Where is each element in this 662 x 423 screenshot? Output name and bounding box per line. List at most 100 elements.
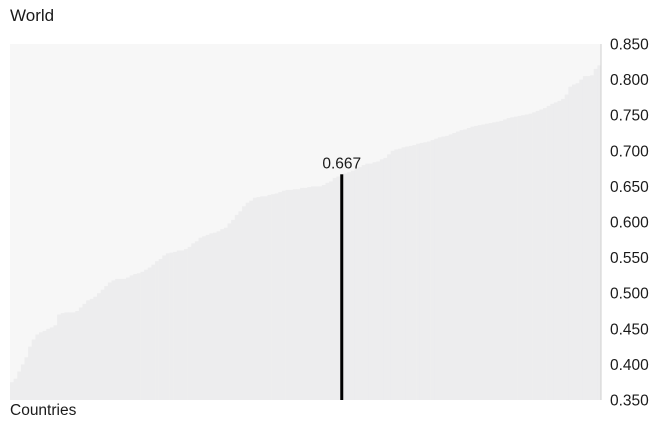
bar-85 [318, 186, 323, 400]
bar-67 [252, 197, 257, 400]
bar-38 [147, 267, 152, 400]
y-tick-label-4: 0.650 [610, 179, 649, 196]
bar-74 [278, 192, 283, 400]
bar-117 [434, 138, 439, 400]
bar-78 [292, 189, 297, 400]
bar-14 [60, 313, 65, 400]
bar-162 [597, 65, 602, 401]
bar-2 [17, 371, 22, 400]
bar-53 [202, 236, 207, 400]
bar-9 [42, 330, 47, 400]
bar-16 [68, 312, 72, 400]
bar-17 [71, 312, 76, 400]
bar-90 [336, 176, 341, 400]
bar-60 [227, 223, 232, 400]
bar-86 [321, 184, 326, 400]
bar-115 [426, 141, 431, 401]
bar-107 [397, 148, 402, 400]
highlight-group: 0.667 [322, 155, 361, 400]
bar-100 [372, 162, 377, 400]
bar-160 [590, 75, 595, 400]
bar-4 [24, 357, 29, 400]
bar-153 [564, 94, 569, 401]
bar-48 [184, 249, 188, 400]
bar-145 [535, 110, 540, 401]
bar-151 [557, 100, 562, 401]
bar-155 [571, 84, 576, 400]
bar-18 [75, 311, 80, 400]
bar-23 [93, 296, 98, 400]
bar-111 [412, 145, 417, 400]
bar-15 [64, 312, 69, 400]
bar-84 [314, 186, 319, 400]
bar-43 [165, 253, 170, 400]
y-tick-label-2: 0.750 [610, 108, 649, 125]
bar-113 [419, 142, 424, 400]
bar-156 [575, 83, 580, 400]
bar-87 [325, 182, 330, 400]
bar-109 [405, 146, 410, 400]
bar-64 [242, 206, 246, 400]
bar-52 [198, 237, 203, 400]
bar-54 [205, 234, 210, 400]
bar-141 [521, 115, 526, 400]
bar-39 [151, 264, 156, 400]
bar-13 [57, 314, 62, 400]
bar-93 [347, 172, 352, 400]
bar-158 [582, 76, 587, 400]
bar-29 [115, 278, 120, 400]
bar-5 [28, 346, 33, 400]
bar-57 [216, 231, 221, 400]
bar-77 [289, 189, 294, 400]
y-tick-label-1: 0.800 [610, 72, 649, 89]
bar-97 [361, 165, 366, 400]
bar-102 [379, 159, 384, 400]
bar-133 [492, 122, 497, 400]
bar-46 [176, 250, 181, 400]
bar-121 [448, 134, 453, 401]
bar-7 [35, 334, 40, 400]
bar-142 [524, 114, 529, 401]
bar-61 [231, 219, 236, 400]
bar-126 [466, 128, 471, 400]
bar-44 [169, 252, 174, 400]
bar-150 [553, 102, 558, 400]
chart-title: World [10, 6, 55, 25]
bar-144 [532, 112, 537, 400]
bar-40 [155, 261, 159, 400]
bar-70 [263, 196, 268, 400]
bar-128 [474, 125, 479, 400]
bar-65 [245, 202, 250, 400]
y-tick-label-5: 0.600 [610, 215, 649, 232]
bar-3 [20, 364, 25, 400]
y-tick-label-10: 0.350 [610, 393, 649, 410]
bar-157 [579, 79, 584, 400]
bar-1 [13, 378, 18, 400]
bar-22 [89, 298, 94, 400]
bar-159 [586, 76, 591, 400]
bar-132 [488, 123, 493, 400]
bar-11 [49, 327, 54, 400]
bar-138 [510, 117, 515, 400]
bar-6 [31, 339, 36, 400]
bar-110 [408, 145, 413, 400]
bar-31 [122, 278, 127, 400]
bar-50 [191, 243, 196, 400]
bar-108 [401, 147, 406, 400]
bar-96 [358, 167, 362, 400]
y-tick-label-8: 0.450 [610, 321, 649, 338]
bar-group [10, 65, 602, 401]
bar-37 [144, 269, 149, 400]
bar-135 [499, 120, 504, 401]
bar-136 [503, 119, 508, 400]
bar-127 [470, 126, 475, 400]
bar-88 [329, 181, 333, 400]
bar-27 [107, 282, 112, 400]
bar-89 [332, 177, 337, 400]
bar-36 [140, 271, 145, 400]
bar-137 [506, 118, 511, 401]
bar-58 [220, 229, 225, 400]
y-axis-ticks: 0.850 0.800 0.750 0.700 0.650 0.600 0.550 0.500… [610, 37, 649, 410]
bar-33 [129, 275, 134, 400]
